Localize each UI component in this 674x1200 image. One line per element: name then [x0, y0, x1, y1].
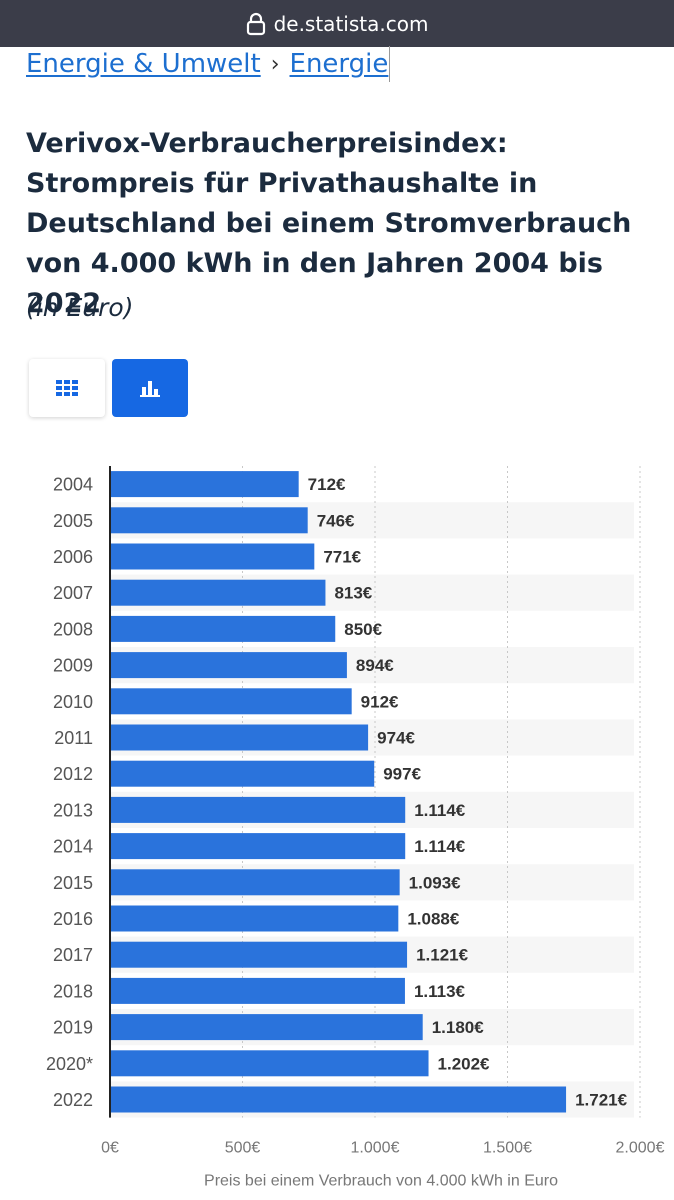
bar[interactable]: [110, 471, 299, 498]
category-labels: 2004 2005 2006 2007 2008 2009 2010 2011 2012 2013…: [46, 475, 93, 1110]
browser-url-bar[interactable]: de.statista.com: [0, 0, 674, 47]
category-label: 2008: [53, 619, 93, 639]
x-axis-label: Preis bei einem Verbrauch von 4.000 kWh …: [204, 1173, 558, 1190]
bars: [110, 471, 567, 1113]
x-tick-label: 2.000€: [616, 1140, 665, 1157]
value-label: 771€: [323, 548, 361, 567]
category-label: 2016: [53, 909, 93, 929]
url-text: de.statista.com: [273, 11, 429, 36]
category-label: 2013: [53, 800, 93, 820]
category-label: 2011: [54, 728, 93, 748]
x-tick-labels: 0€ 500€ 1.000€ 1.500€ 2.000€: [101, 1140, 664, 1157]
value-label: 997€: [383, 765, 421, 784]
bar[interactable]: [110, 688, 352, 715]
bar[interactable]: [110, 652, 347, 679]
breadcrumb: Energie & Umwelt › Energie: [26, 46, 391, 82]
bar[interactable]: [110, 1050, 429, 1077]
unit-subtitle: (in Euro): [26, 293, 134, 322]
value-label: 850€: [344, 620, 382, 639]
value-label: 813€: [334, 584, 372, 603]
bar[interactable]: [110, 905, 399, 932]
bar[interactable]: [110, 615, 336, 642]
category-label: 2012: [53, 764, 93, 784]
bar[interactable]: [110, 507, 308, 534]
bar[interactable]: [110, 724, 369, 751]
category-label: 2009: [53, 656, 93, 676]
value-label: 1.113€: [414, 982, 466, 1001]
text-cursor: [389, 46, 391, 82]
grid-lines: [242, 466, 641, 1118]
bar-chart-icon: [140, 381, 160, 397]
value-label: 1.202€: [438, 1054, 491, 1073]
page-title: Verivox-Verbraucherpreisindex: Stromprei…: [26, 128, 632, 319]
bar[interactable]: [110, 760, 375, 787]
category-label: 2010: [53, 692, 93, 712]
x-tick-label: 500€: [225, 1140, 261, 1157]
value-label: 712€: [308, 475, 346, 494]
bar[interactable]: [110, 1014, 423, 1041]
table-view-button[interactable]: [29, 359, 105, 417]
category-label: 2018: [53, 981, 93, 1001]
category-label: 2020*: [46, 1054, 93, 1074]
category-label: 2014: [53, 837, 93, 857]
table-grid-icon: [56, 380, 78, 396]
value-label: 894€: [356, 656, 394, 675]
bar[interactable]: [110, 1086, 567, 1113]
value-label: 746€: [317, 511, 355, 530]
value-label: 1.114€: [414, 801, 466, 820]
bar[interactable]: [110, 941, 408, 968]
bar[interactable]: [110, 579, 326, 606]
category-label: 2017: [53, 945, 93, 965]
bar[interactable]: [110, 543, 315, 570]
category-label: 2022: [53, 1090, 93, 1110]
value-label: 1.180€: [432, 1018, 485, 1037]
value-label: 912€: [361, 692, 399, 711]
bar-chart: 2004 2005 2006 2007 2008 2009 2010 2011 2012 2013…: [46, 466, 665, 1190]
category-label: 2015: [53, 873, 93, 893]
x-tick-label: 1.500€: [483, 1140, 532, 1157]
bar[interactable]: [110, 869, 400, 896]
category-label: 2005: [53, 511, 93, 531]
value-label: 1.121€: [416, 946, 469, 965]
value-label: 1.088€: [407, 910, 460, 929]
value-label: 1.114€: [414, 837, 466, 856]
lock-icon: [246, 12, 265, 35]
x-tick-label: 0€: [101, 1140, 119, 1157]
bar[interactable]: [110, 977, 405, 1004]
breadcrumb-link-energie-umwelt[interactable]: Energie & Umwelt: [26, 49, 261, 79]
category-label: 2007: [53, 583, 93, 603]
chart-view-button[interactable]: [112, 359, 188, 417]
category-label: 2019: [53, 1018, 93, 1038]
bar[interactable]: [110, 796, 406, 823]
value-label: 1.093€: [409, 873, 462, 892]
category-label: 2006: [53, 547, 93, 567]
bar[interactable]: [110, 833, 406, 860]
value-label: 1.721€: [575, 1091, 628, 1110]
breadcrumb-link-energie[interactable]: Energie: [289, 49, 389, 79]
value-labels: 712€ 746€ 771€ 813€ 850€ 894€ 912€ 974€ 997€ 1.11…: [308, 475, 628, 1109]
value-label: 974€: [377, 729, 415, 748]
x-tick-label: 1.000€: [351, 1140, 400, 1157]
category-label: 2004: [53, 475, 93, 495]
breadcrumb-separator: ›: [270, 51, 280, 77]
